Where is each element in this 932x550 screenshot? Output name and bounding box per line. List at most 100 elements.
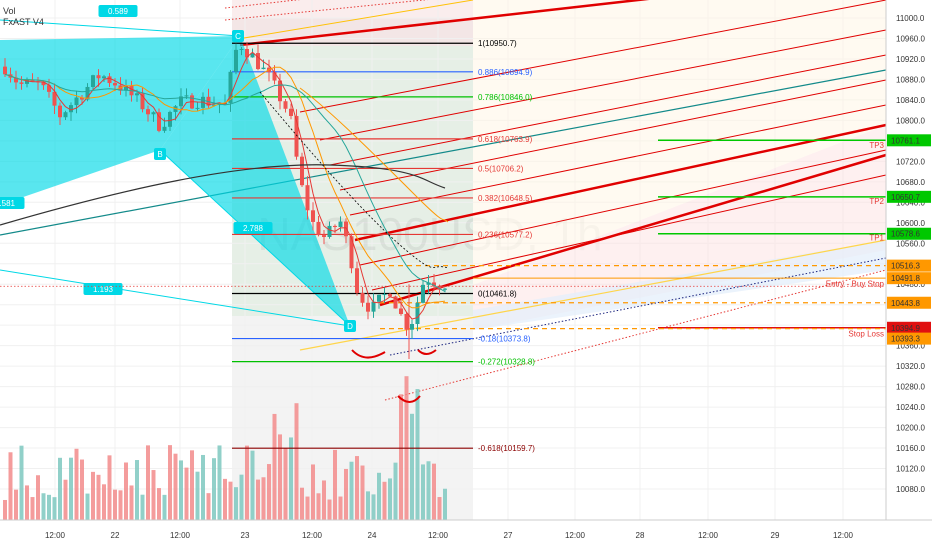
volume-bar-24 [135,460,139,520]
candle-body-53 [294,115,299,157]
candle-body-26 [146,109,150,115]
fan-line-3 [329,54,887,166]
candle-body-49 [272,72,277,81]
volume-bar-17 [96,474,101,520]
volume-bar-3 [19,445,24,520]
candle-body-13 [74,97,79,106]
fib-label-3: 0.618(10763.9) [478,135,533,144]
x-tick-label-11: 29 [771,531,780,540]
volume-bar-30 [168,445,172,520]
pattern-ratio-badge-3 [0,197,25,209]
y-tick-label-1: 10960.0 [896,34,925,43]
fib-label-7: 0(10461.8) [478,290,517,299]
x-tick-label-0: 12:00 [45,531,66,540]
volume-bar-6 [36,475,40,520]
x-tick-label-10: 12:00 [698,531,719,540]
volume-indicator-label[interactable]: Vol [3,6,16,16]
fan-line-9 [379,153,887,307]
candle-body-69 [382,294,387,296]
pattern-ratio-label-0: 0.589 [108,7,129,16]
fib-label-0: 1(10950.7) [478,39,517,48]
y-tick-label-7: 10720.0 [896,157,925,166]
x-tick-label-8: 12:00 [565,531,586,540]
volume-bar-54 [300,487,304,520]
y-tick-label-22: 10120.0 [896,465,925,474]
volume-bar-44 [245,445,249,520]
candle-body-61 [338,221,343,228]
volume-bar-48 [267,464,271,520]
fib-label-1: 0.886(10894.9) [478,68,533,77]
volume-bar-61 [338,496,343,520]
volume-bar-10 [58,457,62,520]
pattern-point-label-D: D [347,322,353,331]
candle-body-71 [393,296,398,309]
fan-line-6 [354,123,887,242]
time-axis-bg [0,520,932,550]
volume-bar-68 [377,472,381,520]
candle-body-68 [377,294,381,302]
candle-body-70 [388,294,392,297]
y-tick-label-23: 10080.0 [896,485,925,494]
price-axis[interactable]: 11000.0 10960.0 10920.0 10880.0 10840.0 10800… [885,0,932,550]
volume-bar-16 [91,471,95,520]
volume-bar-34 [190,450,194,520]
volume-bar-25 [140,494,145,520]
bottom-marker-1 [351,349,386,359]
time-axis[interactable]: 12:00 22 12:00 23 12:00 24 12:00 27 12:00 28 12:00… [0,519,932,550]
fxast-indicator-label[interactable]: FxAST V4 [3,17,44,27]
volume-bar-39 [217,445,222,520]
fib-retracement: 1(10950.7) 0.886(10894.9) 0.786(10846.0) 0.… [232,39,535,453]
fib-label-6: 0.236(10577.2) [478,230,533,239]
candle-body-25 [140,93,145,110]
fib-label-8: -0.18(10373.8) [478,335,531,344]
volume-bar-14 [80,459,84,520]
candle-body-17 [96,75,101,79]
candle-body-76 [421,284,425,303]
candle-body-78 [432,282,436,287]
pattern-ratio-label-3: 1.581 [0,199,16,208]
volume-bar-13 [74,448,79,520]
candle-body-8 [47,85,51,92]
ma-slow [4,73,446,293]
volume-bar-47 [261,477,266,520]
pattern-leg-xab [0,36,240,205]
candle-body-62 [344,221,348,237]
candle-body-67 [371,301,376,312]
volume-bar-80 [443,488,447,520]
fib-label-9: -0.272(10328.8) [478,358,535,367]
volume-bar-20 [113,489,117,520]
price-tag-1 [887,190,931,203]
volume-bar-75 [415,389,420,520]
moving-averages [0,51,449,320]
candle-body-11 [63,112,68,118]
volume-bar-32 [179,460,183,520]
y-tick-label-16: 10360.0 [896,342,925,351]
fan-line-2 [319,29,887,141]
volume-bar-21 [118,490,123,520]
ma-medium [4,66,446,309]
volume-bar-49 [272,413,277,520]
price-tag-label-3: 10516.3 [891,262,920,271]
volume-bar-46 [256,479,260,520]
price-tag-5 [887,296,931,309]
candle-body-12 [69,105,73,113]
candle-body-15 [85,86,90,100]
candle-body-55 [305,185,310,211]
volume-bar-69 [382,481,387,520]
fan-dotted-red [384,269,887,401]
ma-long [0,164,446,226]
candle-body-24 [135,93,139,96]
pattern-line-bd2 [159,149,351,327]
indicator-legend: Vol FxAST V4 [3,6,44,28]
volume-bar-60 [333,449,337,520]
x-tick-label-3: 23 [241,531,250,540]
fan-line-7 [359,149,887,266]
candle-body-51 [283,101,288,109]
y-tick-label-20: 10200.0 [896,424,925,433]
candle-body-14 [80,97,84,100]
volume-bar-5 [30,497,35,520]
fan-line-1 [299,0,887,113]
candle-body-44 [245,48,249,58]
volume-bar-72 [399,394,403,520]
